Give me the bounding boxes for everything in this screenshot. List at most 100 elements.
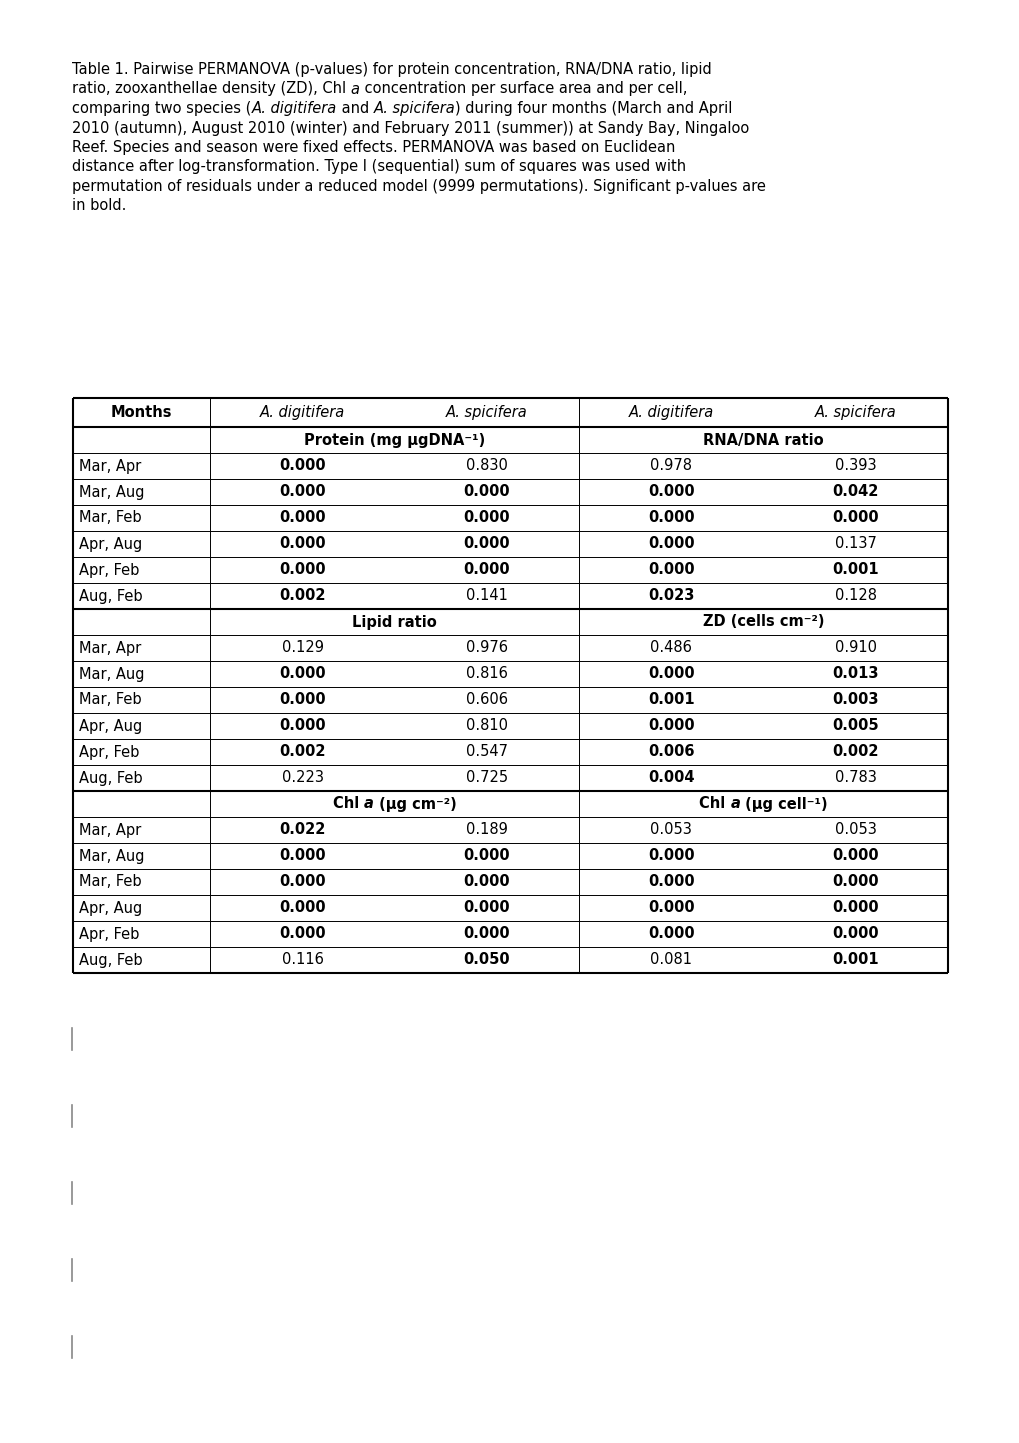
Text: 0.725: 0.725: [466, 771, 507, 785]
Text: Apr, Aug: Apr, Aug: [78, 537, 142, 551]
Text: 0.141: 0.141: [466, 589, 507, 603]
Text: a: a: [351, 81, 360, 97]
Text: 0.000: 0.000: [647, 900, 694, 915]
Text: distance after log-transformation. Type I (sequential) sum of squares was used w: distance after log-transformation. Type …: [72, 160, 686, 175]
Text: A. spicifera: A. spicifera: [373, 101, 454, 115]
Text: 0.000: 0.000: [464, 485, 510, 499]
Text: 0.006: 0.006: [647, 745, 694, 759]
Text: Lipid ratio: Lipid ratio: [352, 615, 437, 629]
Text: 0.000: 0.000: [647, 874, 694, 889]
Text: 0.081: 0.081: [650, 952, 692, 967]
Text: 0.000: 0.000: [647, 926, 694, 941]
Text: Mar, Apr: Mar, Apr: [78, 459, 141, 473]
Text: ) during four months (March and April: ) during four months (March and April: [454, 101, 732, 115]
Text: 0.000: 0.000: [832, 926, 878, 941]
Text: Mar, Feb: Mar, Feb: [78, 693, 142, 707]
Text: Mar, Apr: Mar, Apr: [78, 641, 141, 655]
Text: Protein (mg μgDNA⁻¹): Protein (mg μgDNA⁻¹): [304, 433, 485, 447]
Text: 0.978: 0.978: [650, 459, 692, 473]
Text: 0.000: 0.000: [464, 900, 510, 915]
Text: 0.050: 0.050: [464, 952, 510, 967]
Text: 0.000: 0.000: [279, 693, 326, 707]
Text: 0.000: 0.000: [647, 667, 694, 681]
Text: 0.000: 0.000: [279, 511, 326, 525]
Text: 0.000: 0.000: [647, 537, 694, 551]
Text: 0.783: 0.783: [834, 771, 876, 785]
Text: Aug, Feb: Aug, Feb: [78, 952, 143, 967]
Text: 0.042: 0.042: [832, 485, 878, 499]
Text: Aug, Feb: Aug, Feb: [78, 589, 143, 603]
Text: 0.000: 0.000: [464, 848, 510, 863]
Text: 0.486: 0.486: [650, 641, 692, 655]
Text: 0.223: 0.223: [281, 771, 323, 785]
Text: (μg cell⁻¹): (μg cell⁻¹): [740, 797, 827, 811]
Text: 0.128: 0.128: [834, 589, 876, 603]
Text: 0.004: 0.004: [647, 771, 694, 785]
Text: a: a: [364, 797, 374, 811]
Text: 0.000: 0.000: [279, 537, 326, 551]
Text: 0.003: 0.003: [832, 693, 878, 707]
Text: Chl: Chl: [332, 797, 364, 811]
Text: Apr, Aug: Apr, Aug: [78, 900, 142, 915]
Text: 0.000: 0.000: [464, 537, 510, 551]
Text: in bold.: in bold.: [72, 199, 126, 214]
Text: permutation of residuals under a reduced model (9999 permutations). Significant : permutation of residuals under a reduced…: [72, 179, 765, 193]
Text: 0.000: 0.000: [464, 926, 510, 941]
Text: Months: Months: [111, 405, 172, 420]
Text: 0.022: 0.022: [279, 823, 325, 837]
Text: 0.000: 0.000: [464, 511, 510, 525]
Text: 0.013: 0.013: [832, 667, 878, 681]
Text: RNA/DNA ratio: RNA/DNA ratio: [702, 433, 823, 447]
Text: Apr, Feb: Apr, Feb: [78, 745, 140, 759]
Text: Mar, Feb: Mar, Feb: [78, 874, 142, 889]
Text: 0.000: 0.000: [279, 848, 326, 863]
Text: 0.053: 0.053: [650, 823, 692, 837]
Text: 0.053: 0.053: [834, 823, 876, 837]
Text: 0.001: 0.001: [832, 563, 878, 577]
Text: 0.000: 0.000: [647, 848, 694, 863]
Text: 0.129: 0.129: [281, 641, 323, 655]
Text: 0.547: 0.547: [466, 745, 507, 759]
Text: 0.910: 0.910: [834, 641, 876, 655]
Text: Mar, Aug: Mar, Aug: [78, 848, 145, 863]
Text: 0.001: 0.001: [647, 693, 694, 707]
Text: Mar, Aug: Mar, Aug: [78, 667, 145, 681]
Text: A. digitifera: A. digitifera: [260, 405, 344, 420]
Text: A. digitifera: A. digitifera: [251, 101, 336, 115]
Text: 0.000: 0.000: [832, 900, 878, 915]
Text: 0.001: 0.001: [832, 952, 878, 967]
Text: concentration per surface area and per cell,: concentration per surface area and per c…: [360, 81, 687, 97]
Text: 0.189: 0.189: [466, 823, 507, 837]
Text: 0.000: 0.000: [832, 848, 878, 863]
Text: 0.000: 0.000: [279, 874, 326, 889]
Text: 0.816: 0.816: [466, 667, 507, 681]
Text: a: a: [730, 797, 740, 811]
Text: A. spicifera: A. spicifera: [814, 405, 896, 420]
Text: Table 1. Pairwise PERMANOVA (p-values) for protein concentration, RNA/DNA ratio,: Table 1. Pairwise PERMANOVA (p-values) f…: [72, 62, 711, 76]
Text: Apr, Aug: Apr, Aug: [78, 719, 142, 733]
Text: 0.116: 0.116: [281, 952, 323, 967]
Text: 0.976: 0.976: [466, 641, 507, 655]
Text: 0.000: 0.000: [279, 900, 326, 915]
Text: 0.393: 0.393: [835, 459, 875, 473]
Text: Reef. Species and season were fixed effects. PERMANOVA was based on Euclidean: Reef. Species and season were fixed effe…: [72, 140, 675, 154]
Text: A. digitifera: A. digitifera: [628, 405, 713, 420]
Text: Aug, Feb: Aug, Feb: [78, 771, 143, 785]
Text: A. spicifera: A. spicifera: [445, 405, 528, 420]
Text: Apr, Feb: Apr, Feb: [78, 926, 140, 941]
Text: comparing two species (: comparing two species (: [72, 101, 251, 115]
Text: 0.000: 0.000: [279, 667, 326, 681]
Text: 0.005: 0.005: [832, 719, 878, 733]
Text: Chl: Chl: [698, 797, 730, 811]
Text: ZD (cells cm⁻²): ZD (cells cm⁻²): [702, 615, 823, 629]
Text: 0.000: 0.000: [279, 563, 326, 577]
Text: 2010 (autumn), August 2010 (winter) and February 2011 (summer)) at Sandy Bay, Ni: 2010 (autumn), August 2010 (winter) and …: [72, 121, 749, 136]
Text: 0.000: 0.000: [832, 511, 878, 525]
Text: 0.810: 0.810: [466, 719, 507, 733]
Text: (μg cm⁻²): (μg cm⁻²): [374, 797, 457, 811]
Text: 0.137: 0.137: [834, 537, 876, 551]
Text: 0.000: 0.000: [279, 719, 326, 733]
Text: 0.000: 0.000: [279, 459, 326, 473]
Text: 0.606: 0.606: [466, 693, 507, 707]
Text: 0.000: 0.000: [279, 926, 326, 941]
